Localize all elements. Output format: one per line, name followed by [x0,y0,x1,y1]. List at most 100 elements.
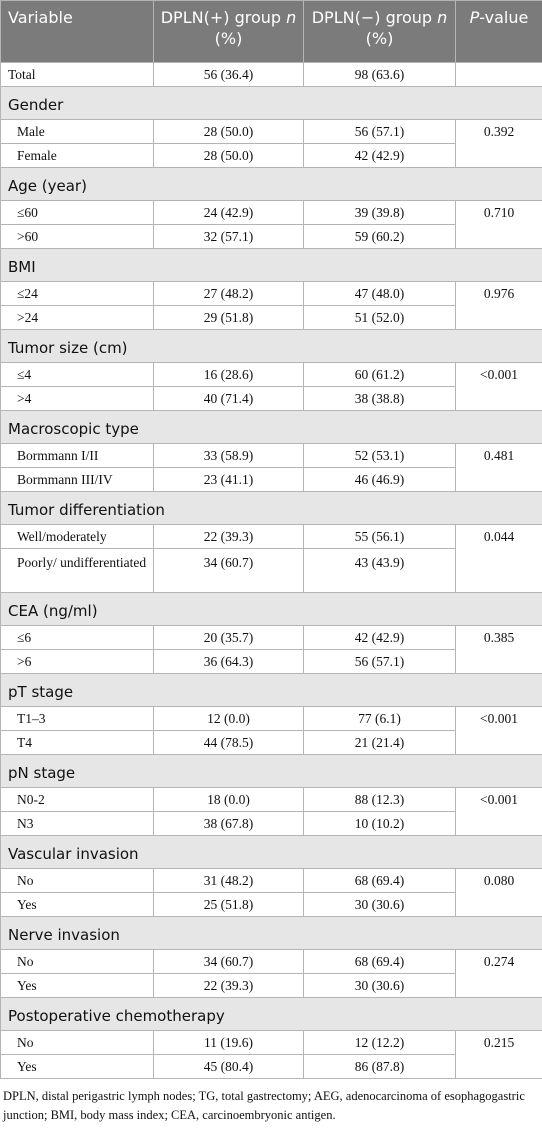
cell: >60 [0,224,154,249]
section-row: Gender [0,86,542,120]
cell: 34 (60.7) [153,949,304,974]
section-title: pT stage [0,673,542,707]
header-text: DPLN(−) group [311,8,438,27]
cell: 56 (36.4) [153,62,304,87]
section-title: Postoperative chemotherapy [0,997,542,1031]
cell: 68 (69.4) [303,868,456,893]
header-cell: DPLN(+) group n (%) [153,0,304,63]
data-row: N3 38 (67.8) 10 (10.2) [0,811,542,836]
cell: Bormmann I/II [0,443,154,468]
cell: 44 (78.5) [153,730,304,755]
cell: 68 (69.4) [303,949,456,974]
header-text: -value [479,8,529,27]
section-row: BMI [0,248,542,282]
cell: 21 (21.4) [303,730,456,755]
section-title: Nerve invasion [0,916,542,950]
data-row: No 11 (19.6) 12 (12.2) 0.215 [0,1030,542,1079]
cell: 25 (51.8) [153,892,304,917]
header-text: (%) [214,29,243,48]
cell: 42 (42.9) [303,625,456,650]
p-value: 0.481 [455,443,542,492]
cell: Yes [0,1054,154,1079]
cell: 38 (67.8) [153,811,304,836]
header-row: Variable DPLN(+) group n (%) DPLN(−) group… [0,0,542,63]
data-row: No 31 (48.2) 68 (69.4) 0.080 [0,868,542,917]
cell: 77 (6.1) [303,706,456,731]
cell: >24 [0,305,154,330]
cell: 98 (63.6) [303,62,456,87]
p-value: 0.274 [455,949,542,998]
cell: 27 (48.2) [153,281,304,306]
data-row: N0-2 18 (0.0) 88 (12.3) <0.001 [0,787,542,836]
data-row: >24 29 (51.8) 51 (52.0) [0,305,542,330]
data-row: Yes 22 (39.3) 30 (30.6) [0,973,542,998]
p-value: 0.385 [455,625,542,674]
p-value: <0.001 [455,362,542,411]
data-row: No 34 (60.7) 68 (69.4) 0.274 [0,949,542,998]
section-title: Gender [0,86,542,120]
section-title: Macroscopic type [0,410,542,444]
header-text: (%) [365,29,394,48]
cell: 60 (61.2) [303,362,456,387]
cell: 38 (38.8) [303,386,456,411]
cell: 59 (60.2) [303,224,456,249]
header-text: Variable [8,8,73,27]
cell [455,62,542,87]
cell: 32 (57.1) [153,224,304,249]
cell: 47 (48.0) [303,281,456,306]
p-value: 0.710 [455,200,542,249]
cell: 40 (71.4) [153,386,304,411]
cell: 34 (60.7) [153,548,304,593]
section-row: Age (year) [0,167,542,201]
section-row: Tumor differentiation [0,491,542,525]
cell: 51 (52.0) [303,305,456,330]
section-title: CEA (ng/ml) [0,592,542,626]
cell: 45 (80.4) [153,1054,304,1079]
cell: 22 (39.3) [153,973,304,998]
cell: 30 (30.6) [303,973,456,998]
p-value: 0.392 [455,119,542,168]
p-value: 0.215 [455,1030,542,1079]
cell: 12 (0.0) [153,706,304,731]
cell: Yes [0,892,154,917]
section-title: Tumor differentiation [0,491,542,525]
cell: Well/moderately [0,524,154,549]
section-title: Vascular invasion [0,835,542,869]
data-row: Yes 25 (51.8) 30 (30.6) [0,892,542,917]
data-row: Well/moderately 22 (39.3) 55 (56.1) 0.044 [0,524,542,593]
cell: Poorly/ undifferentiated [0,548,154,593]
cell: 55 (56.1) [303,524,456,549]
data-row: Bormmann I/II 33 (58.9) 52 (53.1) 0.481 [0,443,542,492]
section-row: Macroscopic type [0,410,542,444]
header-text: n [286,8,297,27]
p-value: 0.080 [455,868,542,917]
cell: 39 (39.8) [303,200,456,225]
data-row: Female 28 (50.0) 42 (42.9) [0,143,542,168]
section-title: BMI [0,248,542,282]
data-row: T1–3 12 (0.0) 77 (6.1) <0.001 [0,706,542,755]
cell: 22 (39.3) [153,524,304,549]
cell: Male [0,119,154,144]
cell: Total [0,62,154,87]
cell: 46 (46.9) [303,467,456,492]
data-row: ≤6 20 (35.7) 42 (42.9) 0.385 [0,625,542,674]
cell: ≤60 [0,200,154,225]
header-text: P [469,8,480,27]
cell: 24 (42.9) [153,200,304,225]
data-row: Poorly/ undifferentiated 34 (60.7) 43 (43.… [0,548,542,593]
cell: 30 (30.6) [303,892,456,917]
data-row: >4 40 (71.4) 38 (38.8) [0,386,542,411]
data-table: Variable DPLN(+) group n (%) DPLN(−) group… [0,0,542,1079]
cell: 56 (57.1) [303,649,456,674]
cell: ≤6 [0,625,154,650]
cell: Female [0,143,154,168]
section-title: Tumor size (cm) [0,329,542,363]
section-title: pN stage [0,754,542,788]
cell: 33 (58.9) [153,443,304,468]
cell: No [0,949,154,974]
cell: 31 (48.2) [153,868,304,893]
cell: 18 (0.0) [153,787,304,812]
data-row: ≤24 27 (48.2) 47 (48.0) 0.976 [0,281,542,330]
cell: 28 (50.0) [153,143,304,168]
cell: No [0,1030,154,1055]
